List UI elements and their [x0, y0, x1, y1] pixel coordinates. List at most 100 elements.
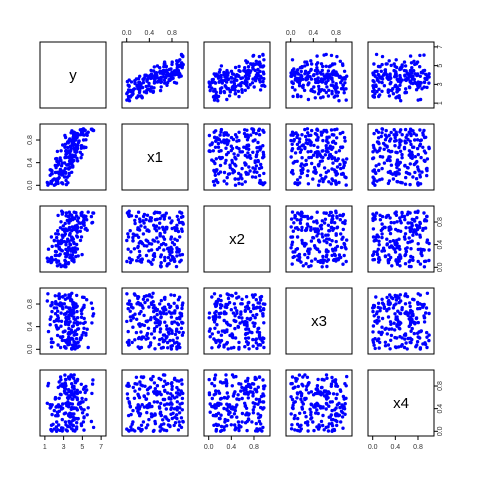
point-x4-x3 — [327, 422, 331, 426]
point-x4-x1 — [162, 428, 166, 432]
point-y-x2 — [250, 81, 255, 85]
point-x1-x4 — [404, 141, 408, 145]
point-x2-x3 — [341, 235, 345, 239]
point-x1-x3 — [293, 151, 298, 155]
point-x3-y — [70, 336, 74, 340]
point-y-x3 — [313, 96, 317, 100]
point-x3-x1 — [127, 299, 132, 303]
point-y-x2 — [207, 80, 211, 84]
point-x4-x2 — [225, 391, 229, 395]
point-x1-x2 — [262, 171, 266, 176]
point-x4-x2 — [239, 389, 243, 393]
point-x3-x4 — [403, 337, 407, 341]
point-x1-y — [53, 163, 57, 168]
tick-label-right-y: 7 — [437, 45, 444, 49]
point-x1-x4 — [402, 145, 407, 150]
point-x3-x1 — [158, 321, 162, 325]
panel-x4-x1 — [121, 369, 189, 437]
point-x2-x4 — [427, 241, 431, 246]
point-x1-y — [59, 164, 64, 168]
point-x2-x4 — [425, 238, 430, 242]
point-x1-x2 — [233, 133, 238, 137]
point-x2-x3 — [330, 214, 334, 219]
point-x2-x3 — [320, 265, 324, 269]
point-x3-x1 — [126, 343, 131, 347]
point-x4-x2 — [208, 402, 212, 406]
point-x3-x4 — [399, 344, 403, 348]
point-x2-x4 — [372, 250, 376, 254]
point-x1-x2 — [251, 130, 256, 135]
point-x4-y — [63, 381, 67, 385]
point-x4-y — [49, 428, 54, 433]
point-x3-x2 — [235, 309, 239, 313]
point-x3-x2 — [223, 330, 227, 334]
point-x4-x2 — [257, 375, 262, 379]
point-x2-x3 — [326, 223, 331, 227]
diagonal-label-x3: x3 — [311, 313, 327, 330]
point-y-x1 — [149, 85, 154, 89]
point-x3-x4 — [375, 321, 379, 325]
point-x2-x1 — [159, 261, 163, 265]
point-x4-x3 — [330, 429, 334, 433]
tick-label-right-y: 5 — [437, 64, 444, 68]
point-x3-y — [75, 309, 79, 314]
point-x2-x1 — [126, 232, 130, 236]
point-x4-x2 — [227, 412, 231, 416]
point-x4-x3 — [299, 394, 304, 398]
point-y-x4 — [385, 73, 389, 77]
point-x3-x1 — [151, 291, 155, 295]
point-y-x4 — [389, 80, 393, 85]
point-x4-x2 — [212, 423, 216, 427]
point-x3-x2 — [258, 295, 262, 300]
point-x2-x3 — [303, 241, 307, 246]
point-x4-y — [75, 388, 80, 392]
point-x4-x1 — [125, 392, 130, 396]
point-y-x1 — [159, 77, 163, 82]
point-y-x1 — [153, 76, 158, 80]
point-x4-x3 — [293, 428, 297, 432]
point-x1-x4 — [408, 131, 413, 136]
point-y-x1 — [149, 76, 153, 81]
point-x3-x4 — [387, 307, 391, 311]
point-x4-x3 — [315, 384, 320, 388]
point-x1-x3 — [306, 141, 310, 146]
point-x4-x2 — [243, 404, 247, 408]
point-y-x1 — [128, 95, 133, 99]
point-x3-x4 — [394, 317, 398, 321]
point-x1-x3 — [342, 163, 346, 168]
point-x2-x1 — [177, 220, 182, 225]
point-x3-x2 — [258, 343, 263, 347]
point-x1-x2 — [250, 127, 254, 131]
point-y-x1 — [126, 83, 130, 87]
point-x1-x4 — [425, 173, 429, 178]
point-x3-y — [68, 306, 72, 310]
point-x2-x4 — [388, 216, 392, 220]
point-x2-x3 — [339, 245, 344, 250]
point-x3-x1 — [128, 315, 133, 319]
point-x4-y — [48, 406, 52, 410]
point-x3-y — [64, 316, 68, 320]
point-x1-x2 — [233, 177, 237, 181]
point-x4-x1 — [131, 428, 135, 432]
point-x4-x2 — [240, 411, 245, 416]
point-x4-x3 — [330, 400, 334, 404]
point-x2-x1 — [167, 249, 171, 254]
point-x1-x4 — [412, 145, 416, 149]
point-x1-x3 — [290, 148, 294, 153]
point-x4-y — [75, 391, 80, 396]
point-x2-x1 — [141, 214, 146, 219]
point-x4-x3 — [335, 403, 340, 407]
point-x2-x1 — [131, 235, 135, 240]
point-y-x1 — [169, 72, 173, 76]
panel-x1-y — [39, 123, 107, 191]
point-x2-x3 — [342, 253, 346, 258]
point-x4-y — [52, 408, 56, 413]
point-x3-y — [63, 297, 68, 301]
point-x3-x1 — [152, 329, 157, 333]
point-x1-x4 — [386, 181, 391, 186]
point-x4-x1 — [175, 413, 179, 417]
point-x3-y — [58, 345, 63, 350]
point-x1-x2 — [257, 145, 262, 150]
point-y-x2 — [255, 74, 259, 79]
